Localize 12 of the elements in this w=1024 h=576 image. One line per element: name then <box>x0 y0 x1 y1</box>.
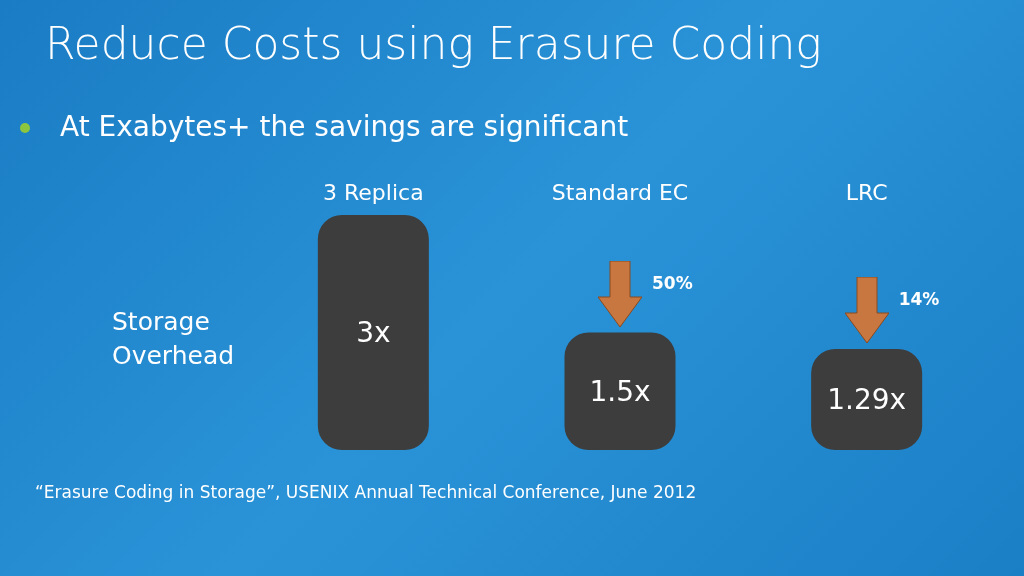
data-label: 1.5x <box>589 374 651 408</box>
text: “Erasure Coding in Storage”, USENIX Annual Technical Conference, June 2012 <box>35 482 698 502</box>
x-tick-label: LRC <box>845 179 888 205</box>
data-label: 3x <box>356 316 391 349</box>
chart-title: Reduce Costs using Erasure Coding <box>45 18 822 69</box>
annotation: 50% <box>652 272 693 293</box>
x-tick-label: 3 Replica <box>323 179 424 205</box>
annotation: 14% <box>898 288 940 309</box>
y-axis-title: Storage Overhead <box>112 306 236 372</box>
data-label: 1.29x <box>827 382 907 416</box>
x-tick-label: Standard EC <box>551 179 689 205</box>
chart-subtitle: At Exabytes+ the savings are significant <box>60 110 629 143</box>
